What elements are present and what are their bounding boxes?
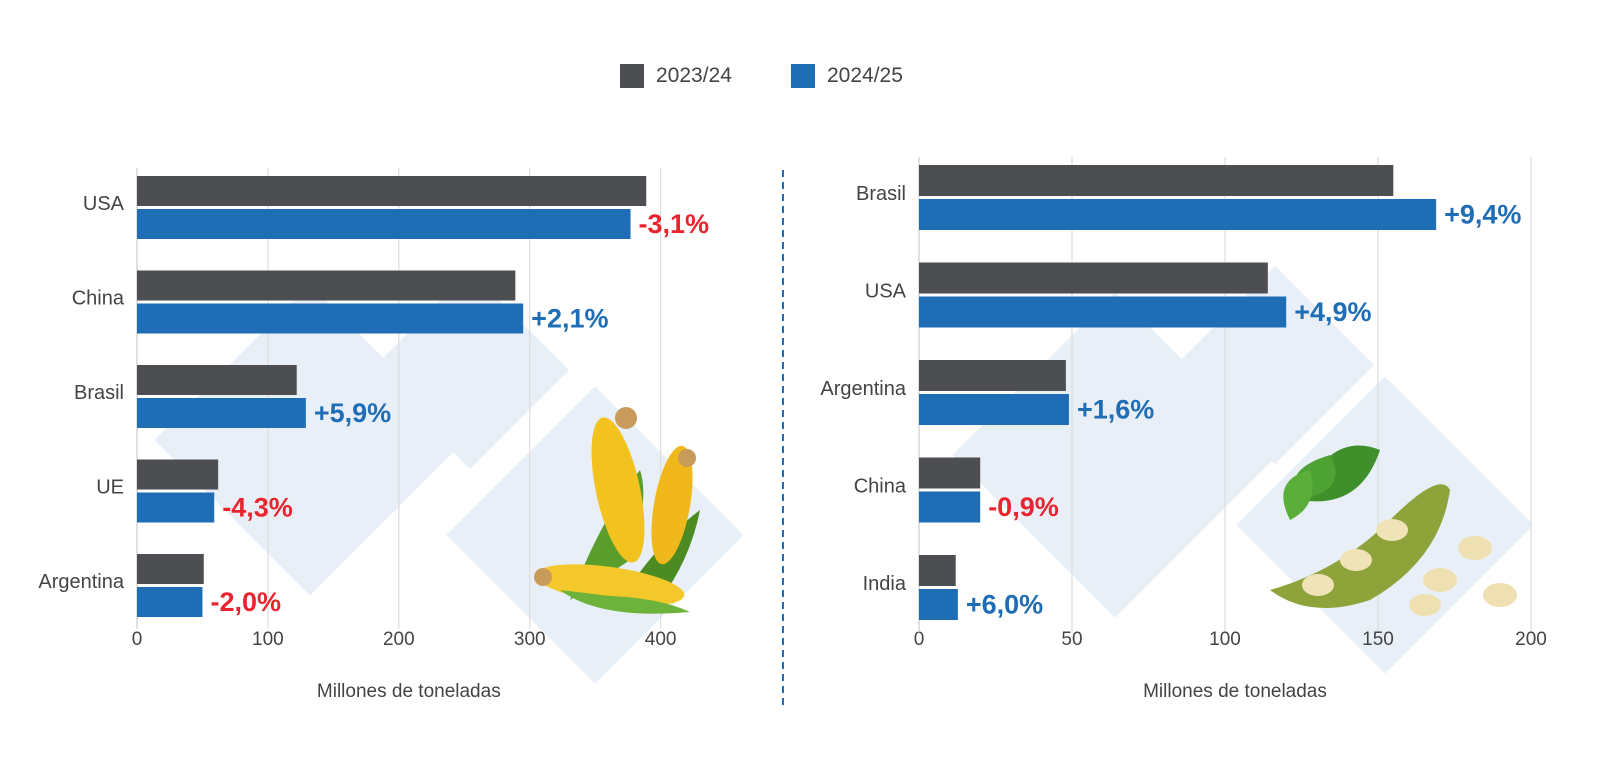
change-label: +2,1% xyxy=(531,304,608,334)
corn-chart: 0 100 200 300 400 USA -3,1% China +2,1% Brasil +5,… xyxy=(38,168,709,702)
soybean-illustration xyxy=(1270,445,1517,616)
category-label: UE xyxy=(96,477,124,499)
bar-2023-24[interactable] xyxy=(919,165,1394,196)
change-label: +6,0% xyxy=(966,590,1043,620)
bar-2024-25[interactable] xyxy=(919,589,958,620)
category-label: USA xyxy=(83,193,125,215)
bar-2023-24[interactable] xyxy=(137,459,219,490)
x-tick-label: 100 xyxy=(252,629,284,650)
x-tick-label: 200 xyxy=(383,629,415,650)
bar-2024-25[interactable] xyxy=(919,491,981,523)
x-tick-label: 300 xyxy=(514,629,546,650)
bar-2023-24[interactable] xyxy=(919,262,1268,294)
change-label: -3,1% xyxy=(639,209,710,239)
category-label: USA xyxy=(865,281,907,303)
bar-2024-25[interactable] xyxy=(919,394,1069,425)
bar-2024-25[interactable] xyxy=(137,303,524,334)
category-label: Argentina xyxy=(38,571,124,593)
legend-label-2024-25: 2024/25 xyxy=(827,64,903,87)
bar-2023-24[interactable] xyxy=(919,555,956,586)
bar-2024-25[interactable] xyxy=(919,296,1287,328)
x-tick-label: 200 xyxy=(1515,629,1547,650)
x-tick-label: 400 xyxy=(645,629,677,650)
category-label: China xyxy=(72,288,125,310)
category-label: Brasil xyxy=(856,183,906,205)
bar-2023-24[interactable] xyxy=(137,365,297,395)
category-label: China xyxy=(854,476,907,498)
change-label: +1,6% xyxy=(1077,395,1154,425)
change-label: -4,3% xyxy=(222,493,293,523)
x-axis-title: Millones de toneladas xyxy=(317,681,501,702)
category-label: Brasil xyxy=(74,382,124,404)
change-label: +5,9% xyxy=(314,398,391,428)
legend-item-2024-25[interactable]: 2024/25 xyxy=(791,64,903,88)
legend-item-2023-24[interactable]: 2023/24 xyxy=(620,64,732,88)
category-label: India xyxy=(863,573,907,595)
bar-2023-24[interactable] xyxy=(919,360,1066,391)
x-tick-label: 100 xyxy=(1209,629,1241,650)
bar-2023-24[interactable] xyxy=(137,176,647,206)
x-tick-label: 0 xyxy=(132,629,143,650)
bar-2023-24[interactable] xyxy=(137,554,204,584)
legend: 2023/24 2024/25 xyxy=(0,64,1600,94)
x-tick-label: 150 xyxy=(1362,629,1394,650)
change-label: -2,0% xyxy=(210,587,281,617)
bar-2024-25[interactable] xyxy=(137,398,306,428)
change-label: -0,9% xyxy=(988,492,1059,522)
bar-2024-25[interactable] xyxy=(137,492,215,523)
bar-2024-25[interactable] xyxy=(919,199,1437,230)
bar-2024-25[interactable] xyxy=(137,209,631,239)
x-tick-label: 50 xyxy=(1061,629,1082,650)
corn-illustration xyxy=(534,407,700,614)
x-tick-label: 0 xyxy=(914,629,925,650)
category-label: Argentina xyxy=(820,378,906,400)
legend-label-2023-24: 2023/24 xyxy=(656,64,732,87)
bar-2023-24[interactable] xyxy=(919,457,981,489)
legend-swatch-2023-24 xyxy=(620,64,644,88)
soybean-chart: 0 50 100 150 200 Brasil +9,4% USA +4,9% Argentina… xyxy=(820,157,1547,702)
bar-2023-24[interactable] xyxy=(137,270,516,301)
x-axis-title: Millones de toneladas xyxy=(1143,681,1327,702)
change-label: +4,9% xyxy=(1294,297,1371,327)
legend-swatch-2024-25 xyxy=(791,64,815,88)
bar-2024-25[interactable] xyxy=(137,587,203,617)
change-label: +9,4% xyxy=(1444,200,1521,230)
